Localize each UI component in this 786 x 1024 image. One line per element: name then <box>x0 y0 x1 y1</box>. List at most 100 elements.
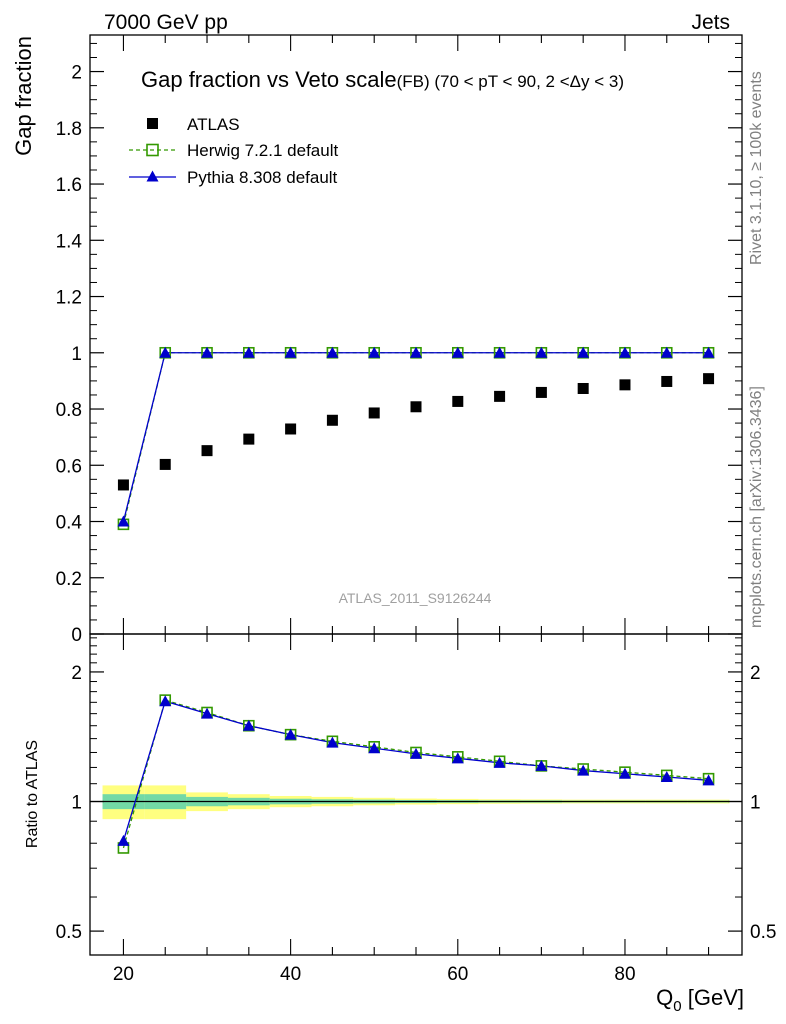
main-point-series-2 <box>410 346 422 358</box>
chart-title-sub: (FB) (70 < pT < 90, 2 <Δy < 3) <box>397 72 624 91</box>
main-point-series-2 <box>159 346 172 358</box>
x-tick-label: 20 <box>113 964 134 985</box>
main-point-series-2 <box>368 346 381 358</box>
ratio-point-series-1 <box>451 752 464 764</box>
x-axis-label: Q0 [GeV] <box>656 985 744 1015</box>
analysis-watermark: ATLAS_2011_S9126244 <box>339 590 492 606</box>
ratio-point-series-1 <box>201 707 214 719</box>
main-point-series-2 <box>117 515 130 527</box>
main-point-series-2 <box>284 346 297 358</box>
legend-herwig-label: Herwig 7.2.1 default <box>187 141 338 160</box>
ratio-point-series-1 <box>535 759 548 771</box>
main-point-series-0 <box>368 407 380 419</box>
main-point-series-2 <box>326 346 339 358</box>
ratio-point-series-1 <box>326 736 339 748</box>
ratio-uncertainty-band <box>102 785 730 820</box>
main-point-series-2 <box>535 346 548 358</box>
legend-pythia-label: Pythia 8.308 default <box>187 168 338 187</box>
ratio-point-series-1 <box>618 767 631 779</box>
ratio-point-series-1 <box>577 764 590 776</box>
main-point-series-0 <box>285 423 297 435</box>
main-y-tick-label: 1.2 <box>56 288 82 309</box>
main-series <box>117 346 715 531</box>
main-point-series-2 <box>577 346 590 358</box>
main-point-series-0 <box>159 458 171 470</box>
ratio-plot-frame <box>89 633 743 956</box>
main-y-tick-label: 1.6 <box>56 175 82 196</box>
ratio-point-series-1 <box>159 695 172 707</box>
x-tick-label: 80 <box>614 964 635 985</box>
ratio-point-series-1 <box>702 774 715 786</box>
x-tick-label: 40 <box>280 964 301 985</box>
main-x-ticks <box>122 35 710 634</box>
ratio-y-ticks: 0.5 0.5 1 1 2 2 <box>56 637 776 943</box>
main-y-tick-label: 0 <box>71 625 82 646</box>
x-axis-label-main: Q <box>656 985 673 1010</box>
main-y-tick-label: 0.4 <box>56 513 83 534</box>
main-point-series-0 <box>703 373 715 385</box>
ratio-point-series-1 <box>242 719 255 731</box>
main-point-series-2 <box>702 346 715 358</box>
main-point-series-0 <box>452 395 464 407</box>
main-y-tick-label: 1 <box>71 344 82 365</box>
main-y-tick-label: 0.2 <box>56 569 82 590</box>
main-point-series-2 <box>451 346 464 358</box>
ratio-y-tick-label: 1 <box>71 793 82 814</box>
main-point-series-0 <box>201 445 213 457</box>
ratio-y-tick-label-right: 2 <box>750 663 761 684</box>
main-point-series-0 <box>117 479 129 491</box>
ratio-point-series-1 <box>660 771 673 783</box>
main-point-series-0 <box>535 386 547 398</box>
chart-title: Gap fraction vs Veto scale(FB) (70 < pT … <box>141 67 624 92</box>
ratio-point-series-1 <box>117 834 130 846</box>
legend-atlas-label: ATLAS <box>187 115 240 134</box>
header-right: Jets <box>691 11 730 34</box>
main-point-series-2 <box>660 346 673 358</box>
ratio-point-series-1 <box>368 742 381 754</box>
ratio-series-line-1 <box>122 700 709 842</box>
main-point-series-0 <box>494 390 506 402</box>
main-point-series-2 <box>493 346 506 358</box>
ratio-series-line-0 <box>122 699 709 849</box>
ratio-point-series-1 <box>284 728 297 740</box>
main-y-axis-label: Gap fraction <box>11 36 36 156</box>
ratio-y-axis-label: Ratio to ATLAS <box>24 740 41 848</box>
main-point-series-0 <box>410 401 422 413</box>
main-point-series-2 <box>242 346 255 358</box>
legend-atlas-marker <box>147 118 158 129</box>
main-y-tick-label: 2 <box>71 63 82 84</box>
main-series-line-1 <box>122 352 709 525</box>
main-point-series-2 <box>201 346 214 358</box>
ratio-y-tick-label-right: 1 <box>750 793 761 814</box>
legend: ATLAS Herwig 7.2.1 default Pythia 8.308 … <box>129 115 338 187</box>
x-tick-label: 60 <box>447 964 468 985</box>
main-y-ticks: 0 0.2 0.4 0.6 0.8 1 1.2 1.4 1.6 1.8 2 <box>56 42 742 646</box>
ratio-point-series-1 <box>410 747 422 759</box>
main-point-series-0 <box>661 375 673 387</box>
main-point-series-0 <box>577 382 589 394</box>
main-y-tick-label: 1.8 <box>56 119 82 140</box>
main-point-series-0 <box>326 414 338 426</box>
main-point-series-0 <box>243 433 255 445</box>
side-label-rivet: Rivet 3.1.10, ≥ 100k events <box>748 71 765 265</box>
side-label-mcplots: mcplots.cern.ch [arXiv:1306.3436] <box>748 386 765 628</box>
legend-pythia-marker <box>146 170 159 182</box>
ratio-x-ticks: 20 40 60 80 <box>113 634 710 985</box>
ratio-point-series-1 <box>493 756 506 768</box>
ratio-y-tick-label-right: 0.5 <box>750 922 776 943</box>
main-y-tick-label: 0.8 <box>56 400 82 421</box>
ratio-y-tick-label: 2 <box>71 663 82 684</box>
main-series-line-2 <box>122 352 709 522</box>
x-axis-label-sub: 0 <box>673 998 681 1015</box>
chart-title-main: Gap fraction vs Veto scale <box>141 67 397 92</box>
legend-herwig-marker <box>146 143 159 157</box>
ratio-series <box>117 694 715 854</box>
x-axis-label-unit: [GeV] <box>682 985 744 1010</box>
header-left: 7000 GeV pp <box>104 11 228 34</box>
main-y-tick-label: 0.6 <box>56 456 82 477</box>
main-point-series-2 <box>618 346 631 358</box>
main-y-tick-label: 1.4 <box>56 231 83 252</box>
ratio-y-tick-label: 0.5 <box>56 922 82 943</box>
main-point-series-0 <box>619 379 631 391</box>
